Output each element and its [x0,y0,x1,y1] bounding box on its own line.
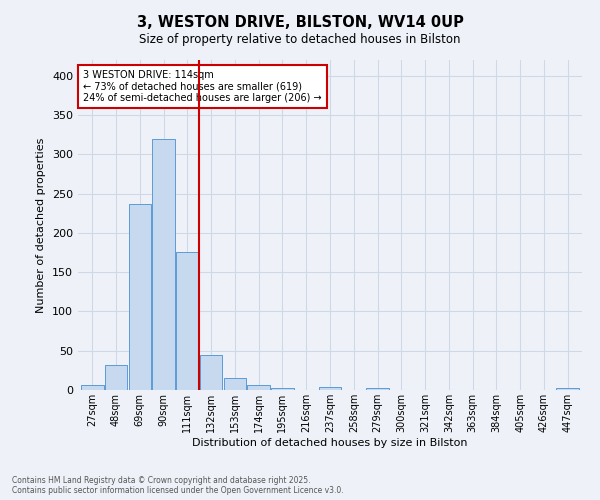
Bar [152,138,175,390]
Bar [271,388,294,390]
Bar [176,252,199,390]
Bar [105,365,127,390]
Bar [200,354,223,390]
Text: 3 WESTON DRIVE: 114sqm
← 73% of detached houses are smaller (619)
24% of semi-de: 3 WESTON DRIVE: 114sqm ← 73% of detached… [83,70,322,103]
Bar [556,388,579,390]
Bar [81,384,104,390]
Bar [366,388,389,390]
Bar [224,378,246,390]
Y-axis label: Number of detached properties: Number of detached properties [37,138,46,312]
X-axis label: Distribution of detached houses by size in Bilston: Distribution of detached houses by size … [192,438,468,448]
Text: Contains HM Land Registry data © Crown copyright and database right 2025.
Contai: Contains HM Land Registry data © Crown c… [12,476,344,495]
Text: 3, WESTON DRIVE, BILSTON, WV14 0UP: 3, WESTON DRIVE, BILSTON, WV14 0UP [137,15,463,30]
Text: Size of property relative to detached houses in Bilston: Size of property relative to detached ho… [139,32,461,46]
Bar [319,387,341,390]
Bar [128,204,151,390]
Bar [247,386,270,390]
